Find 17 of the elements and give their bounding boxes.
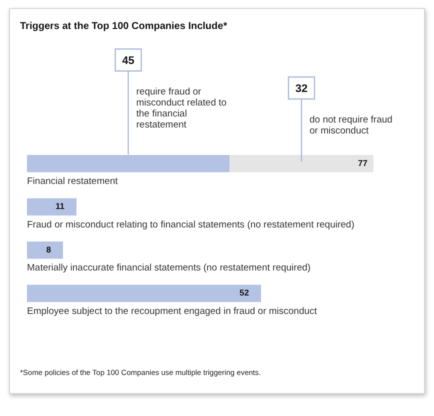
data-label: 32 — [295, 83, 308, 96]
bar — [27, 198, 76, 216]
y-tick-label: Employee subject to the recoupment engaged in fraud or misconduct — [27, 306, 318, 317]
bar — [27, 284, 261, 302]
y-tick-label: Materially inaccurate financial statements (no restatement required) — [27, 262, 311, 274]
bar — [27, 241, 63, 259]
y-tick-label: Financial restatement — [27, 176, 118, 187]
data-label: 52 — [240, 288, 250, 298]
total-label: 77 — [358, 158, 368, 168]
chart-title: Triggers at the Top 100 Companies Include* — [20, 21, 228, 32]
data-label: 11 — [56, 201, 65, 212]
y-tick-label: Fraud or misconduct relating to financial statements (no restatement required) — [27, 219, 354, 230]
text: require fraud or misconduct related to the financial restatement — [136, 86, 227, 130]
data-label: 8 — [46, 244, 52, 254]
series-label: do not require fraud or misconduct — [310, 114, 392, 136]
bar — [230, 154, 374, 172]
data-label: 45 — [122, 55, 134, 68]
